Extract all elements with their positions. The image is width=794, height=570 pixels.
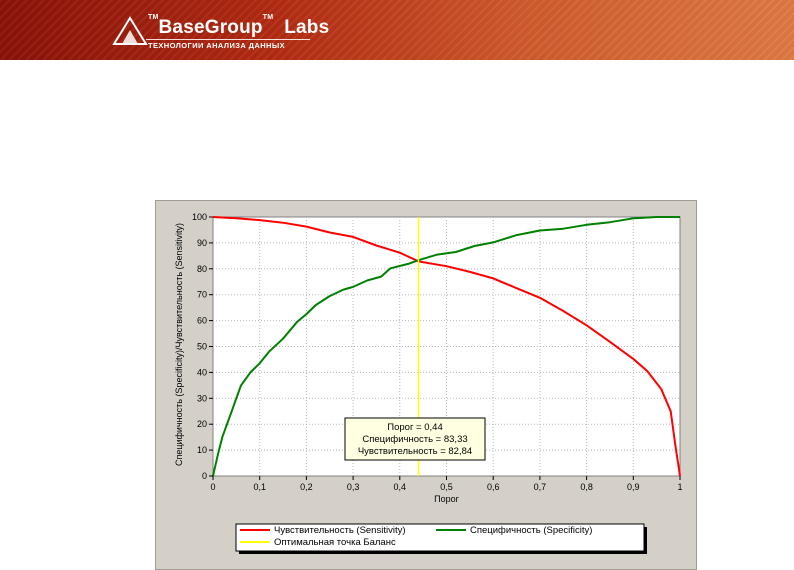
logo-triangle-icon (112, 16, 148, 45)
y-tick-label: 20 (197, 419, 207, 429)
logo-brand-text: TMBaseGroupTM Labs (148, 14, 330, 39)
x-tick-label: 0,8 (580, 482, 593, 492)
logo-divider (146, 39, 310, 40)
x-tick-label: 0,1 (253, 482, 266, 492)
legend-box (235, 523, 645, 552)
logo-brand-name: BaseGroup (158, 17, 263, 38)
legend-label-optimal-point: Оптимальная точка Баланс (274, 537, 396, 548)
logo-tm-mark-2: TM (262, 14, 274, 21)
page-header: TMBaseGroupTM Labs ТЕХНОЛОГИИ АНАЛИЗА ДА… (0, 0, 794, 60)
brand-logo: TMBaseGroupTM Labs ТЕХНОЛОГИИ АНАЛИЗА ДА… (112, 14, 372, 54)
x-tick-label: 0,7 (534, 482, 547, 492)
x-tick-label: 0,4 (394, 482, 407, 492)
x-axis-label: Порог (434, 494, 459, 504)
logo-tagline: ТЕХНОЛОГИИ АНАЛИЗА ДАННЫХ (148, 41, 285, 50)
legend-label-sensitivity: Чувствительность (Sensitivity) (274, 525, 406, 536)
y-tick-label: 40 (197, 367, 207, 377)
y-tick-label: 60 (197, 316, 207, 326)
y-tick-label: 90 (197, 238, 207, 248)
y-tick-label: 10 (197, 445, 207, 455)
chart-svg: 0 0,1 0,2 0,3 0,4 0,5 0,6 0,7 0,8 0,9 101020304050… (174, 212, 683, 554)
y-tick-label: 30 (197, 393, 207, 403)
y-tick-label: 50 (197, 342, 207, 352)
y-axis-label: Специфичность (Specificity)/Чувствительн… (174, 223, 184, 466)
x-tick-label: 0,9 (627, 482, 640, 492)
annotation-threshold-text: Порог = 0,44 (387, 422, 442, 433)
x-tick-label: 0,3 (347, 482, 360, 492)
y-tick-label: 80 (197, 264, 207, 274)
annotation-box (344, 417, 486, 461)
logo-brand-suffix: Labs (284, 17, 330, 38)
x-tick-label: 0,2 (300, 482, 313, 492)
x-tick-label: 0,5 (440, 482, 453, 492)
sensitivity-line (212, 216, 681, 477)
legend-label-specificity: Специфичность (Specificity) (470, 525, 592, 536)
annotation-sensitivity-text: Чувствительность = 82,84 (358, 446, 472, 457)
x-tick-label: 0 (210, 482, 215, 492)
y-tick-label: 70 (197, 290, 207, 300)
y-tick-label: 100 (192, 212, 207, 222)
chart-legend: Чувствительность (Sensitivity) Специфичн… (235, 523, 647, 554)
header-texture (0, 0, 794, 60)
x-tick-label: 0,6 (487, 482, 500, 492)
axis-ticks: 0 0,1 0,2 0,3 0,4 0,5 0,6 0,7 0,8 0,9 101020304050… (192, 212, 683, 492)
logo-tm-mark: TM (148, 14, 159, 21)
y-tick-label: 0 (202, 471, 207, 481)
specificity-line (212, 216, 680, 477)
x-tick-label: 1 (677, 482, 682, 492)
roc-threshold-chart: 0 0,1 0,2 0,3 0,4 0,5 0,6 0,7 0,8 0,9 1 0 10 20 30 40 50… (155, 200, 697, 570)
optimal-point-annotation: Порог = 0,44 Специфичность = 83,33 Чувст… (344, 417, 486, 461)
annotation-specificity-text: Специфичность = 83,33 (362, 434, 467, 445)
